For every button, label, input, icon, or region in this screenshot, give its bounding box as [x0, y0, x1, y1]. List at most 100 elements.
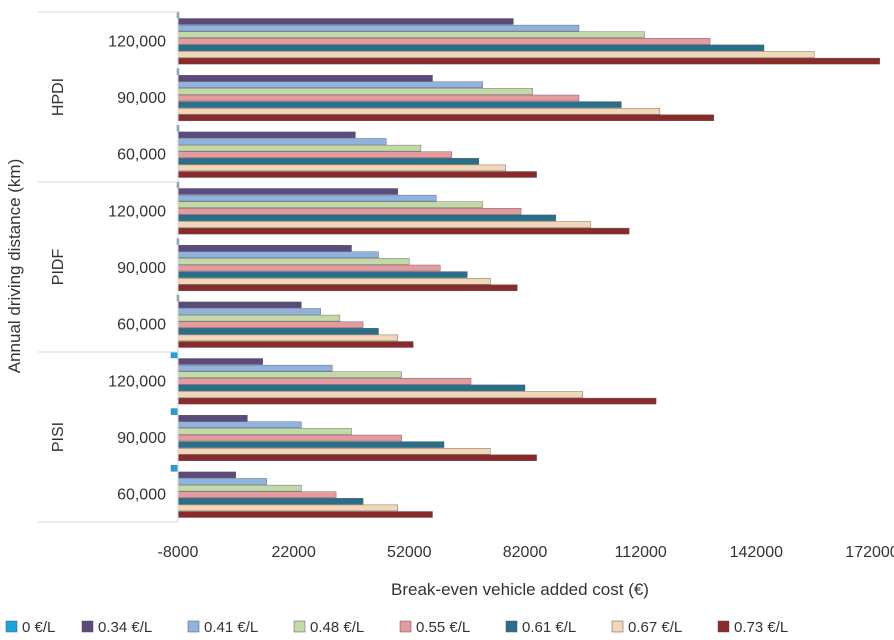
x-tick-label: 172000	[845, 544, 894, 561]
legend-label: 0.67 €/L	[628, 619, 682, 636]
x-tick-label: 82000	[503, 544, 548, 561]
bar-4-4	[177, 264, 441, 272]
bar-3-7	[177, 227, 630, 235]
bar-4-7	[177, 284, 518, 291]
bar-5-7	[177, 341, 414, 348]
bar-2-5	[177, 158, 479, 165]
legend-swatch	[81, 620, 94, 633]
bar-0-4	[177, 38, 711, 45]
bar-7-2	[177, 421, 302, 428]
bar-1-4	[177, 94, 580, 102]
labels-layer: 120,000 90,000 60,000 HPDI 120,000 90,000 60,0…	[50, 33, 894, 561]
bar-3-2	[177, 194, 437, 202]
bar-2-2	[177, 138, 387, 145]
legend-label: 0.34 €/L	[98, 619, 152, 636]
bar-4-1	[177, 244, 352, 252]
bar-2-3	[177, 144, 422, 152]
bar-3-1	[177, 188, 399, 195]
bar-0-3	[177, 31, 645, 38]
bar-3-5	[177, 214, 556, 222]
legend-label: 0.73 €/L	[734, 619, 788, 636]
bar-6-5	[177, 384, 526, 392]
bar-7-7	[177, 454, 537, 461]
bar-8-6	[177, 504, 399, 512]
category-label: 120,000	[108, 373, 166, 390]
legend-swatch	[399, 620, 412, 633]
bar-7-3	[177, 428, 352, 435]
bar-5-3	[177, 314, 341, 322]
legend-label: 0.55 €/L	[416, 619, 470, 636]
bar-8-3	[177, 484, 302, 492]
bar-0-5	[177, 44, 765, 52]
bar-5-1	[177, 301, 302, 309]
group-label: PIDF	[50, 249, 67, 286]
legend: 0 €/L 0.34 €/L 0.41 €/L 0.48 €/L 0.55 €/L 0.6…	[5, 619, 788, 636]
category-label: 60,000	[117, 487, 166, 504]
legend-label: 0.48 €/L	[310, 619, 364, 636]
bar-1-3	[177, 88, 533, 95]
legend-label: 0.41 €/L	[204, 619, 258, 636]
bar-3-3	[177, 201, 483, 208]
bar-8-2	[177, 478, 267, 485]
y-axis-title: Annual driving distance (km)	[5, 159, 24, 373]
axes-layer	[38, 11, 179, 523]
bar-7-1	[177, 415, 248, 422]
bar-7-5	[177, 441, 445, 448]
bar-0-7	[177, 57, 880, 65]
bar-8-0	[170, 465, 179, 472]
legend-label: 0 €/L	[22, 619, 55, 636]
x-tick-label: 22000	[271, 544, 316, 561]
bar-8-5	[177, 498, 364, 505]
bar-5-6	[177, 334, 399, 342]
bar-3-6	[177, 221, 591, 228]
category-label: 90,000	[117, 260, 166, 277]
bar-4-2	[177, 251, 379, 259]
bar-4-6	[177, 278, 491, 285]
legend-swatch	[187, 620, 200, 633]
bar-6-1	[177, 358, 264, 365]
bar-6-6	[177, 391, 583, 398]
bar-1-6	[177, 107, 661, 115]
bar-1-7	[177, 114, 715, 122]
bar-0-1	[177, 18, 514, 25]
group-label: PISI	[50, 422, 67, 452]
bar-6-0	[170, 351, 179, 359]
legend-label: 0.61 €/L	[522, 619, 576, 636]
bar-2-6	[177, 164, 506, 172]
legend-swatch	[5, 620, 18, 633]
bar-5-2	[177, 308, 321, 315]
bar-6-3	[177, 371, 402, 378]
legend-swatch	[717, 620, 730, 633]
x-tick-label: -8000	[158, 544, 199, 561]
category-label: 120,000	[108, 33, 166, 50]
category-label: 60,000	[117, 317, 166, 334]
legend-swatch	[611, 620, 624, 633]
bar-1-5	[177, 101, 622, 108]
bar-5-4	[177, 321, 364, 328]
bar-1-2	[177, 81, 483, 89]
group-label: HPDI	[50, 78, 67, 116]
category-label: 120,000	[108, 203, 166, 220]
bar-8-1	[177, 471, 236, 479]
bar-3-4	[177, 208, 522, 215]
legend-swatch	[293, 620, 306, 633]
bar-8-4	[177, 491, 337, 498]
x-tick-label: 112000	[615, 544, 667, 561]
bar-7-0	[170, 408, 179, 415]
bar-6-2	[177, 364, 333, 372]
bar-5-5	[177, 328, 379, 335]
bar-1-1	[177, 74, 433, 82]
bar-4-3	[177, 258, 410, 265]
bar-0-2	[177, 24, 580, 32]
bar-7-4	[177, 434, 402, 442]
category-label: 90,000	[117, 430, 166, 447]
x-tick-label: 142000	[730, 544, 783, 561]
bar-7-6	[177, 448, 491, 455]
bar-0-6	[177, 51, 815, 58]
x-axis-title: Break-even vehicle added cost (€)	[391, 580, 649, 599]
bar-2-7	[177, 171, 537, 178]
legend-swatch	[505, 620, 518, 633]
bars-layer	[170, 11, 880, 518]
bar-6-4	[177, 378, 472, 385]
